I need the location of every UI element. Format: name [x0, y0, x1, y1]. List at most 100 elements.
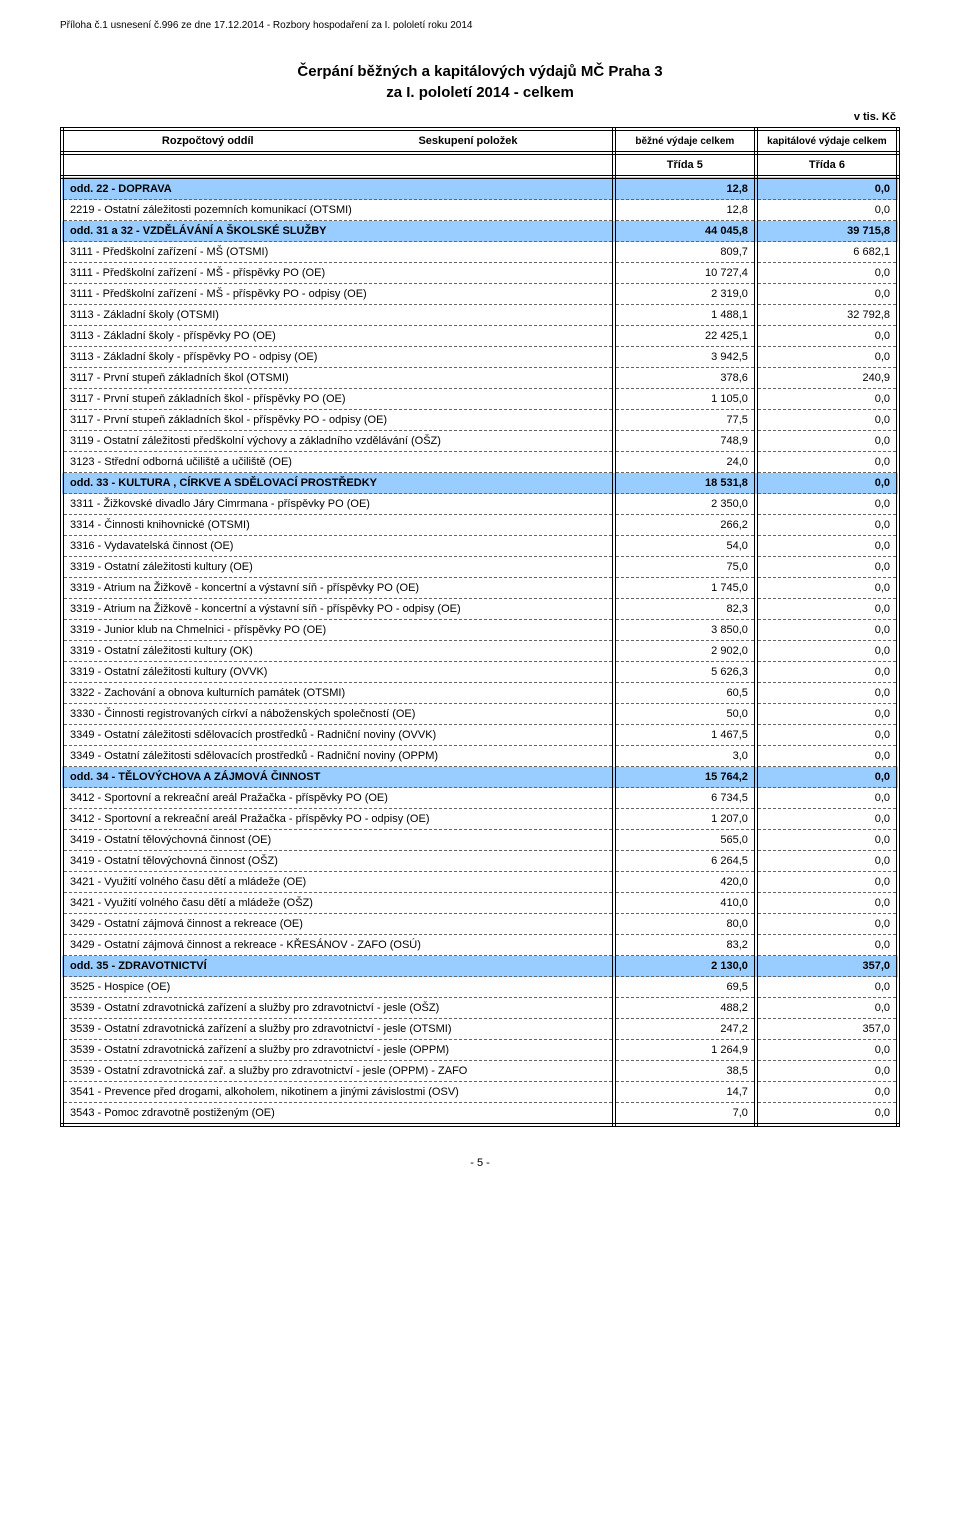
row-value-current: 60,5 — [614, 683, 756, 704]
row-value-current: 24,0 — [614, 452, 756, 473]
row-value-capital: 0,0 — [756, 536, 898, 557]
table-row: 3113 - Základní školy (OTSMI)1 488,132 7… — [62, 305, 898, 326]
row-value-current: 1 745,0 — [614, 578, 756, 599]
row-value-capital: 0,0 — [756, 851, 898, 872]
table-row: 3429 - Ostatní zájmová činnost a rekreac… — [62, 935, 898, 956]
row-value-capital: 0,0 — [756, 1040, 898, 1061]
row-value-capital: 0,0 — [756, 473, 898, 494]
row-label: 3349 - Ostatní záležitosti sdělovacích p… — [62, 725, 614, 746]
hdr-col2-top: běžné výdaje celkem — [614, 129, 756, 153]
row-label: 3111 - Předškolní zařízení - MŠ - příspě… — [62, 263, 614, 284]
row-value-capital: 6 682,1 — [756, 242, 898, 263]
table-row: 3319 - Atrium na Žižkově - koncertní a v… — [62, 578, 898, 599]
table-row: odd. 34 - TĚLOVÝCHOVA A ZÁJMOVÁ ČINNOST1… — [62, 767, 898, 788]
row-label: 3541 - Prevence před drogami, alkoholem,… — [62, 1082, 614, 1103]
row-label: 3525 - Hospice (OE) — [62, 977, 614, 998]
table-row: 3111 - Předškolní zařízení - MŠ - příspě… — [62, 284, 898, 305]
row-value-capital: 0,0 — [756, 263, 898, 284]
row-value-current: 2 319,0 — [614, 284, 756, 305]
table-row: 3119 - Ostatní záležitosti předškolní vý… — [62, 431, 898, 452]
hdr-col1a-label: Rozpočtový oddíl — [79, 135, 336, 147]
table-row: 3349 - Ostatní záležitosti sdělovacích p… — [62, 725, 898, 746]
row-label: 3421 - Využití volného času dětí a mláde… — [62, 893, 614, 914]
table-row: 3319 - Ostatní záležitosti kultury (OK)2… — [62, 641, 898, 662]
table-row: odd. 22 - DOPRAVA12,80,0 — [62, 177, 898, 200]
row-label: 3316 - Vydavatelská činnost (OE) — [62, 536, 614, 557]
row-value-current: 12,8 — [614, 177, 756, 200]
row-label: 3539 - Ostatní zdravotnická zař. a služb… — [62, 1061, 614, 1082]
row-value-capital: 32 792,8 — [756, 305, 898, 326]
row-value-current: 44 045,8 — [614, 221, 756, 242]
row-value-current: 488,2 — [614, 998, 756, 1019]
row-label: 3429 - Ostatní zájmová činnost a rekreac… — [62, 914, 614, 935]
table-row: 3311 - Žižkovské divadlo Járy Cimrmana -… — [62, 494, 898, 515]
table-row: 3316 - Vydavatelská činnost (OE)54,00,0 — [62, 536, 898, 557]
row-value-capital: 0,0 — [756, 620, 898, 641]
row-value-current: 266,2 — [614, 515, 756, 536]
row-value-current: 2 130,0 — [614, 956, 756, 977]
row-value-capital: 0,0 — [756, 389, 898, 410]
row-value-capital: 0,0 — [756, 662, 898, 683]
budget-table: Rozpočtový oddíl Seskupení položek běžné… — [60, 127, 900, 1127]
row-value-current: 3,0 — [614, 746, 756, 767]
row-value-current: 83,2 — [614, 935, 756, 956]
table-row: 3123 - Střední odborná učiliště a učiliš… — [62, 452, 898, 473]
row-label: 3113 - Základní školy (OTSMI) — [62, 305, 614, 326]
row-label: 3322 - Zachování a obnova kulturních pam… — [62, 683, 614, 704]
row-value-current: 7,0 — [614, 1103, 756, 1126]
row-label: 3330 - Činnosti registrovaných církví a … — [62, 704, 614, 725]
row-value-current: 2 902,0 — [614, 641, 756, 662]
row-label: 3319 - Ostatní záležitosti kultury (OVVK… — [62, 662, 614, 683]
row-value-capital: 0,0 — [756, 1061, 898, 1082]
unit-label: v tis. Kč — [60, 111, 900, 123]
row-value-capital: 0,0 — [756, 935, 898, 956]
table-row: 3421 - Využití volného času dětí a mláde… — [62, 893, 898, 914]
table-row: 3319 - Ostatní záležitosti kultury (OE)7… — [62, 557, 898, 578]
row-value-capital: 0,0 — [756, 410, 898, 431]
header-row-2: Třída 5 Třída 6 — [62, 153, 898, 177]
row-label: 3319 - Ostatní záležitosti kultury (OE) — [62, 557, 614, 578]
row-value-capital: 0,0 — [756, 1082, 898, 1103]
row-label: 3412 - Sportovní a rekreační areál Praža… — [62, 788, 614, 809]
title-line-2: za I. pololetí 2014 - celkem — [60, 82, 900, 103]
row-value-capital: 0,0 — [756, 767, 898, 788]
row-label: 3419 - Ostatní tělovýchovná činnost (OE) — [62, 830, 614, 851]
row-label: 3421 - Využití volného času dětí a mláde… — [62, 872, 614, 893]
row-value-capital: 0,0 — [756, 284, 898, 305]
row-value-current: 6 264,5 — [614, 851, 756, 872]
row-value-current: 6 734,5 — [614, 788, 756, 809]
table-row: odd. 33 - KULTURA , CÍRKVE A SDĚLOVACÍ P… — [62, 473, 898, 494]
table-row: 3111 - Předškolní zařízení - MŠ - příspě… — [62, 263, 898, 284]
row-value-current: 1 467,5 — [614, 725, 756, 746]
row-label: 3119 - Ostatní záležitosti předškolní vý… — [62, 431, 614, 452]
row-value-capital: 0,0 — [756, 578, 898, 599]
row-value-capital: 0,0 — [756, 746, 898, 767]
doc-header: Příloha č.1 usnesení č.996 ze dne 17.12.… — [60, 20, 900, 31]
hdr-col3-class: Třída 6 — [756, 153, 898, 177]
row-value-capital: 357,0 — [756, 1019, 898, 1040]
row-value-current: 75,0 — [614, 557, 756, 578]
row-label: 3412 - Sportovní a rekreační areál Praža… — [62, 809, 614, 830]
row-value-capital: 39 715,8 — [756, 221, 898, 242]
table-row: odd. 31 a 32 - VZDĚLÁVÁNÍ A ŠKOLSKÉ SLUŽ… — [62, 221, 898, 242]
row-label: 3319 - Atrium na Žižkově - koncertní a v… — [62, 599, 614, 620]
row-label: 3311 - Žižkovské divadlo Járy Cimrmana -… — [62, 494, 614, 515]
row-value-current: 15 764,2 — [614, 767, 756, 788]
table-row: 3111 - Předškolní zařízení - MŠ (OTSMI)8… — [62, 242, 898, 263]
row-value-current: 1 264,9 — [614, 1040, 756, 1061]
row-value-current: 565,0 — [614, 830, 756, 851]
row-label: 3123 - Střední odborná učiliště a učiliš… — [62, 452, 614, 473]
row-label: 3319 - Ostatní záležitosti kultury (OK) — [62, 641, 614, 662]
row-value-capital: 0,0 — [756, 452, 898, 473]
row-value-capital: 0,0 — [756, 494, 898, 515]
row-label: 3419 - Ostatní tělovýchovná činnost (OŠZ… — [62, 851, 614, 872]
header-row-1: Rozpočtový oddíl Seskupení položek běžné… — [62, 129, 898, 153]
row-value-current: 1 488,1 — [614, 305, 756, 326]
table-row: 3525 - Hospice (OE)69,50,0 — [62, 977, 898, 998]
row-value-capital: 0,0 — [756, 704, 898, 725]
row-value-current: 3 942,5 — [614, 347, 756, 368]
row-label: odd. 31 a 32 - VZDĚLÁVÁNÍ A ŠKOLSKÉ SLUŽ… — [62, 221, 614, 242]
row-value-current: 378,6 — [614, 368, 756, 389]
row-label: odd. 35 - ZDRAVOTNICTVÍ — [62, 956, 614, 977]
table-row: 3543 - Pomoc zdravotně postiženým (OE)7,… — [62, 1103, 898, 1126]
